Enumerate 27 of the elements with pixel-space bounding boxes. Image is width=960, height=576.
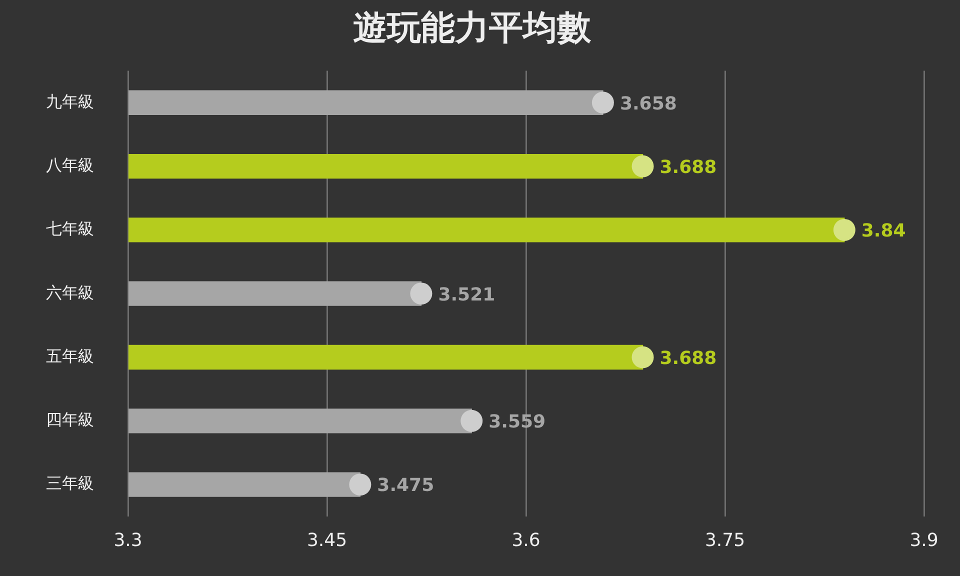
point — [632, 155, 654, 178]
y-tick-label: 六年級 — [46, 282, 94, 302]
data-label: 3.475 — [377, 475, 434, 496]
y-tick-label: 九年級 — [46, 92, 94, 111]
point — [833, 218, 856, 241]
point — [410, 282, 432, 305]
data-label: 3.559 — [488, 412, 546, 433]
point — [460, 410, 483, 432]
x-tick-label: 3.6 — [512, 530, 540, 551]
data-label: 3.521 — [438, 284, 496, 306]
y-tick-label: 三年級 — [46, 474, 94, 493]
chart-title: 遊玩能力平均數 — [353, 8, 592, 48]
data-label: 3.688 — [660, 156, 717, 178]
x-tick-label: 3.45 — [306, 530, 348, 551]
point — [592, 92, 614, 114]
y-tick-label: 八年級 — [46, 155, 94, 174]
point — [632, 346, 654, 368]
data-label: 3.84 — [861, 220, 906, 242]
data-label: 3.658 — [620, 93, 677, 114]
x-tick-label: 3.3 — [114, 530, 142, 551]
x-tick-label: 3.9 — [910, 530, 938, 551]
y-tick-label: 四年級 — [46, 410, 94, 430]
point — [349, 474, 372, 496]
data-label: 3.688 — [660, 348, 717, 369]
y-tick-label: 五年級 — [46, 346, 94, 366]
y-tick-label: 七年級 — [46, 219, 94, 238]
x-tick-label: 3.75 — [704, 530, 746, 551]
